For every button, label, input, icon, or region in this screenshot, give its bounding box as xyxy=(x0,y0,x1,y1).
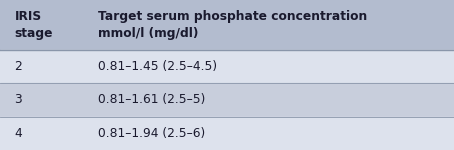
Bar xyxy=(0,0,454,50)
Text: 0.81–1.61 (2.5–5): 0.81–1.61 (2.5–5) xyxy=(98,93,205,106)
Text: Target serum phosphate concentration
mmol/l (mg/dl): Target serum phosphate concentration mmo… xyxy=(98,10,367,40)
Text: 0.81–1.94 (2.5–6): 0.81–1.94 (2.5–6) xyxy=(98,127,205,140)
Bar xyxy=(0,117,454,150)
Text: 0.81–1.45 (2.5–4.5): 0.81–1.45 (2.5–4.5) xyxy=(98,60,217,73)
Bar xyxy=(0,83,454,117)
Text: 2: 2 xyxy=(15,60,22,73)
Text: 4: 4 xyxy=(15,127,22,140)
Bar xyxy=(0,50,454,83)
Text: 3: 3 xyxy=(15,93,22,106)
Text: IRIS
stage: IRIS stage xyxy=(15,10,53,40)
